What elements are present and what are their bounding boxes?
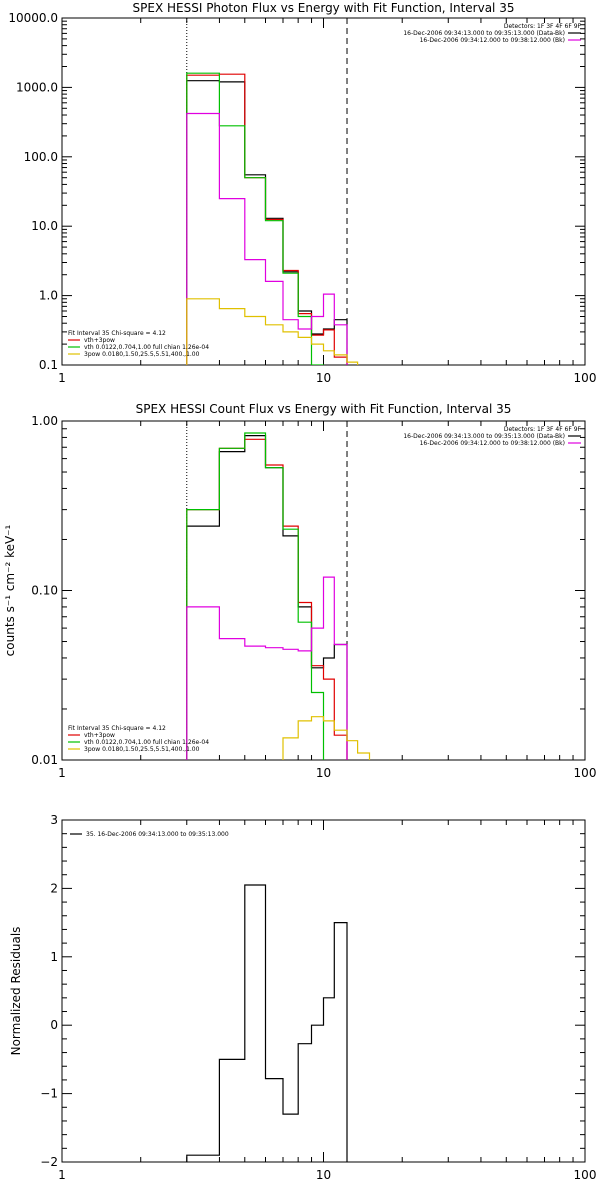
x-tick-label: 10	[316, 766, 331, 780]
chart-title: SPEX HESSI Photon Flux vs Energy with Fi…	[133, 1, 515, 15]
y-tick-label: 0.1	[39, 358, 58, 372]
x-tick-label: 1	[58, 371, 66, 385]
y-tick-label: 1.00	[31, 414, 58, 428]
legend-entry: 16-Dec-2006 09:34:13.000 to 09:35:13.000…	[403, 30, 565, 37]
y-tick-label: 1.0	[39, 289, 58, 303]
legend-entry: 16-Dec-2006 09:34:12.000 to 09:38:12.000…	[420, 440, 565, 447]
series-line-5	[186, 298, 359, 365]
legend-header: Detectors: 1F 3F 4F 6F 9F	[504, 23, 582, 30]
y-tick-label: 2	[50, 881, 58, 895]
y-tick-label: 10000.0	[8, 11, 58, 25]
legend-entry: 16-Dec-2006 09:34:12.000 to 09:38:12.000…	[420, 37, 565, 44]
y-tick-label: 0.10	[31, 584, 58, 598]
x-tick-label: 100	[574, 766, 597, 780]
fit-legend-entry: vth+3pow	[84, 337, 115, 344]
legend-entry: 16-Dec-2006 09:34:13.000 to 09:35:13.000…	[403, 433, 565, 440]
y-axis-label: Normalized Residuals	[9, 927, 23, 1056]
x-tick-label: 100	[574, 1168, 597, 1182]
x-tick-label: 10	[316, 1168, 331, 1182]
y-tick-label: 1	[50, 950, 58, 964]
legend-header: Detectors: 1F 3F 4F 6F 9F	[504, 426, 582, 433]
series-line-1	[186, 884, 348, 1162]
chart-panel-1: SPEX HESSI Photon Flux vs Energy with Fi…	[8, 1, 597, 385]
y-tick-label: 100.0	[24, 150, 58, 164]
y-tick-label: 3	[50, 813, 58, 827]
series-line-5	[282, 716, 371, 760]
series-line-1	[186, 435, 348, 760]
plot-frame	[61, 819, 586, 1163]
y-tick-label: −2	[40, 1155, 58, 1169]
series-line-2	[186, 73, 348, 365]
y-tick-label: 10.0	[31, 219, 58, 233]
fit-legend-entry: vth 0.0122,0.704,1.00 full chian 1.26e-0…	[84, 739, 209, 746]
chart-title: SPEX HESSI Count Flux vs Energy with Fit…	[136, 402, 512, 416]
series-line-3	[186, 72, 325, 365]
series-line-3	[186, 432, 325, 760]
chart-panel-2: SPEX HESSI Count Flux vs Energy with Fit…	[3, 402, 597, 780]
x-tick-label: 1	[58, 1168, 66, 1182]
y-tick-label: 0	[50, 1018, 58, 1032]
series-line-1	[186, 80, 348, 365]
x-tick-label: 100	[574, 371, 597, 385]
y-tick-label: 0.01	[31, 753, 58, 767]
fit-legend-entry: 3pow 0.0180,1.50,25.5,5.51,400.,1.00	[84, 351, 200, 358]
y-tick-label: −1	[40, 1087, 58, 1101]
chart-panel-3: 1 10 100 −2 −1 0 1 2 3 Normalized Residuals 35. 16…	[9, 813, 597, 1182]
x-tick-label: 1	[58, 766, 66, 780]
y-axis-label: counts s⁻¹ cm⁻² keV⁻¹	[3, 524, 17, 656]
fit-legend-header: Fit Interval 35 Chi-square = 4.12	[68, 725, 166, 732]
series-line-4	[186, 112, 348, 365]
fit-legend-entry: vth+3pow	[84, 732, 115, 739]
series-line-4	[186, 576, 348, 760]
fit-legend-entry: vth 0.0122,0.704,1.00 full chian 1.26e-0…	[84, 344, 209, 351]
x-tick-label: 10	[316, 371, 331, 385]
y-tick-label: 1000.0	[16, 80, 58, 94]
fit-legend-entry: 3pow 0.0180,1.50,25.5,5.51,400.,1.00	[84, 746, 200, 753]
fit-legend-header: Fit Interval 35 Chi-square = 4.12	[68, 330, 166, 337]
legend-entry: 35. 16-Dec-2006 09:34:13.000 to 09:35:13…	[86, 831, 229, 838]
